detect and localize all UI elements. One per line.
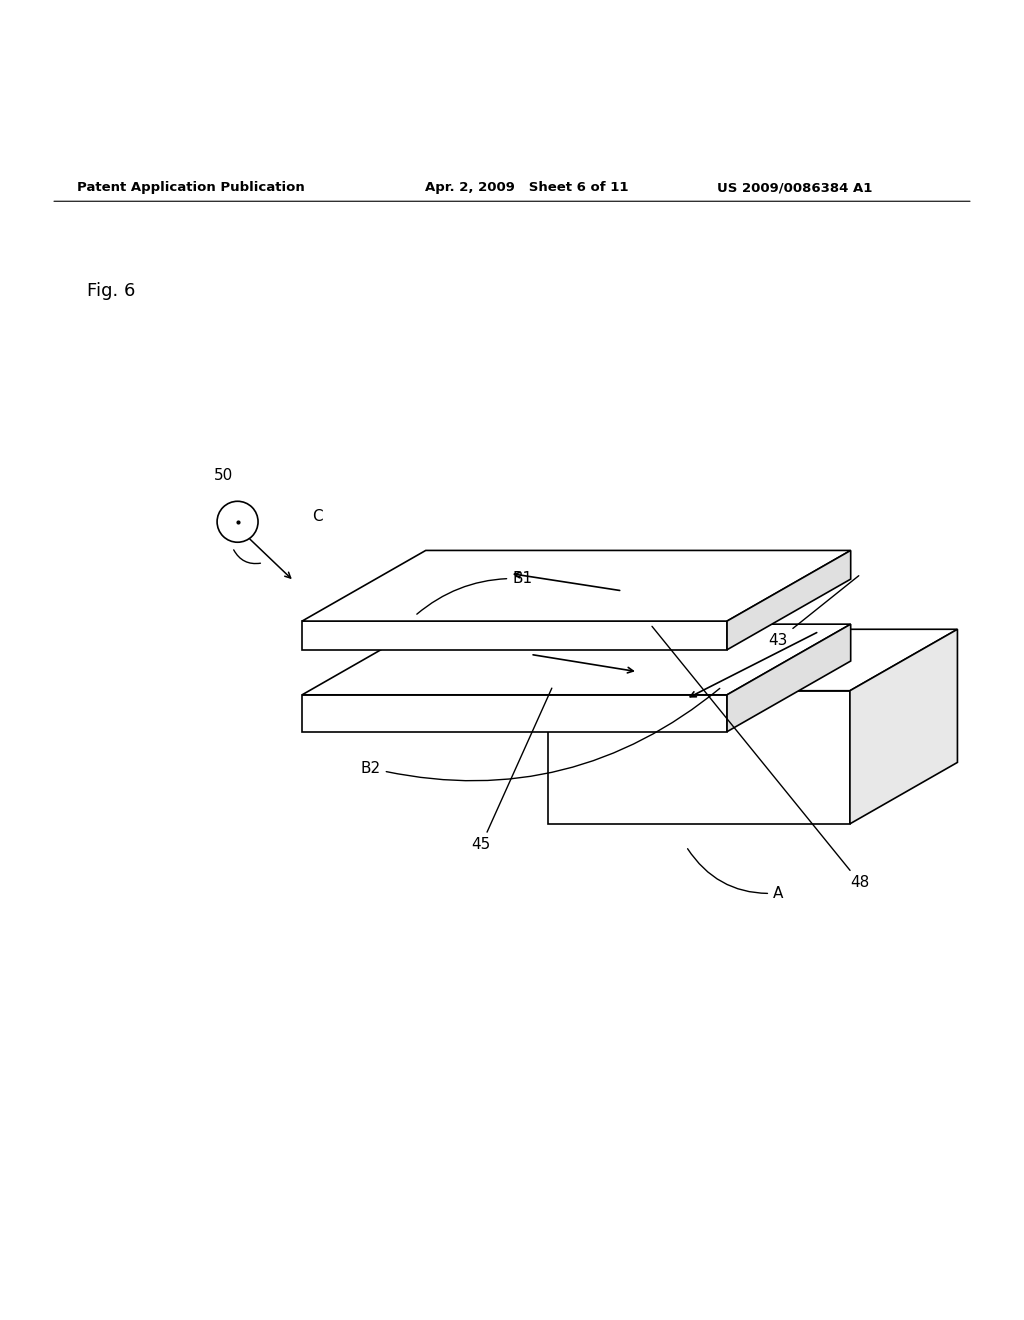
Polygon shape: [548, 630, 957, 690]
Polygon shape: [302, 622, 727, 649]
Text: 43: 43: [769, 576, 859, 648]
Text: C: C: [312, 508, 323, 524]
Text: A: A: [687, 849, 783, 900]
Text: B1: B1: [417, 572, 532, 614]
Text: 45: 45: [472, 688, 552, 853]
Text: B2: B2: [360, 689, 720, 780]
Polygon shape: [302, 550, 851, 622]
Text: Fig. 6: Fig. 6: [87, 282, 135, 301]
Text: Apr. 2, 2009   Sheet 6 of 11: Apr. 2, 2009 Sheet 6 of 11: [425, 181, 629, 194]
Text: US 2009/0086384 A1: US 2009/0086384 A1: [717, 181, 872, 194]
Polygon shape: [727, 550, 851, 649]
Polygon shape: [302, 624, 851, 694]
Text: 48: 48: [652, 626, 869, 890]
Text: 50: 50: [214, 467, 232, 483]
Polygon shape: [727, 624, 851, 731]
Polygon shape: [302, 694, 727, 731]
Polygon shape: [548, 690, 850, 824]
Text: Patent Application Publication: Patent Application Publication: [77, 181, 304, 194]
Polygon shape: [850, 630, 957, 824]
